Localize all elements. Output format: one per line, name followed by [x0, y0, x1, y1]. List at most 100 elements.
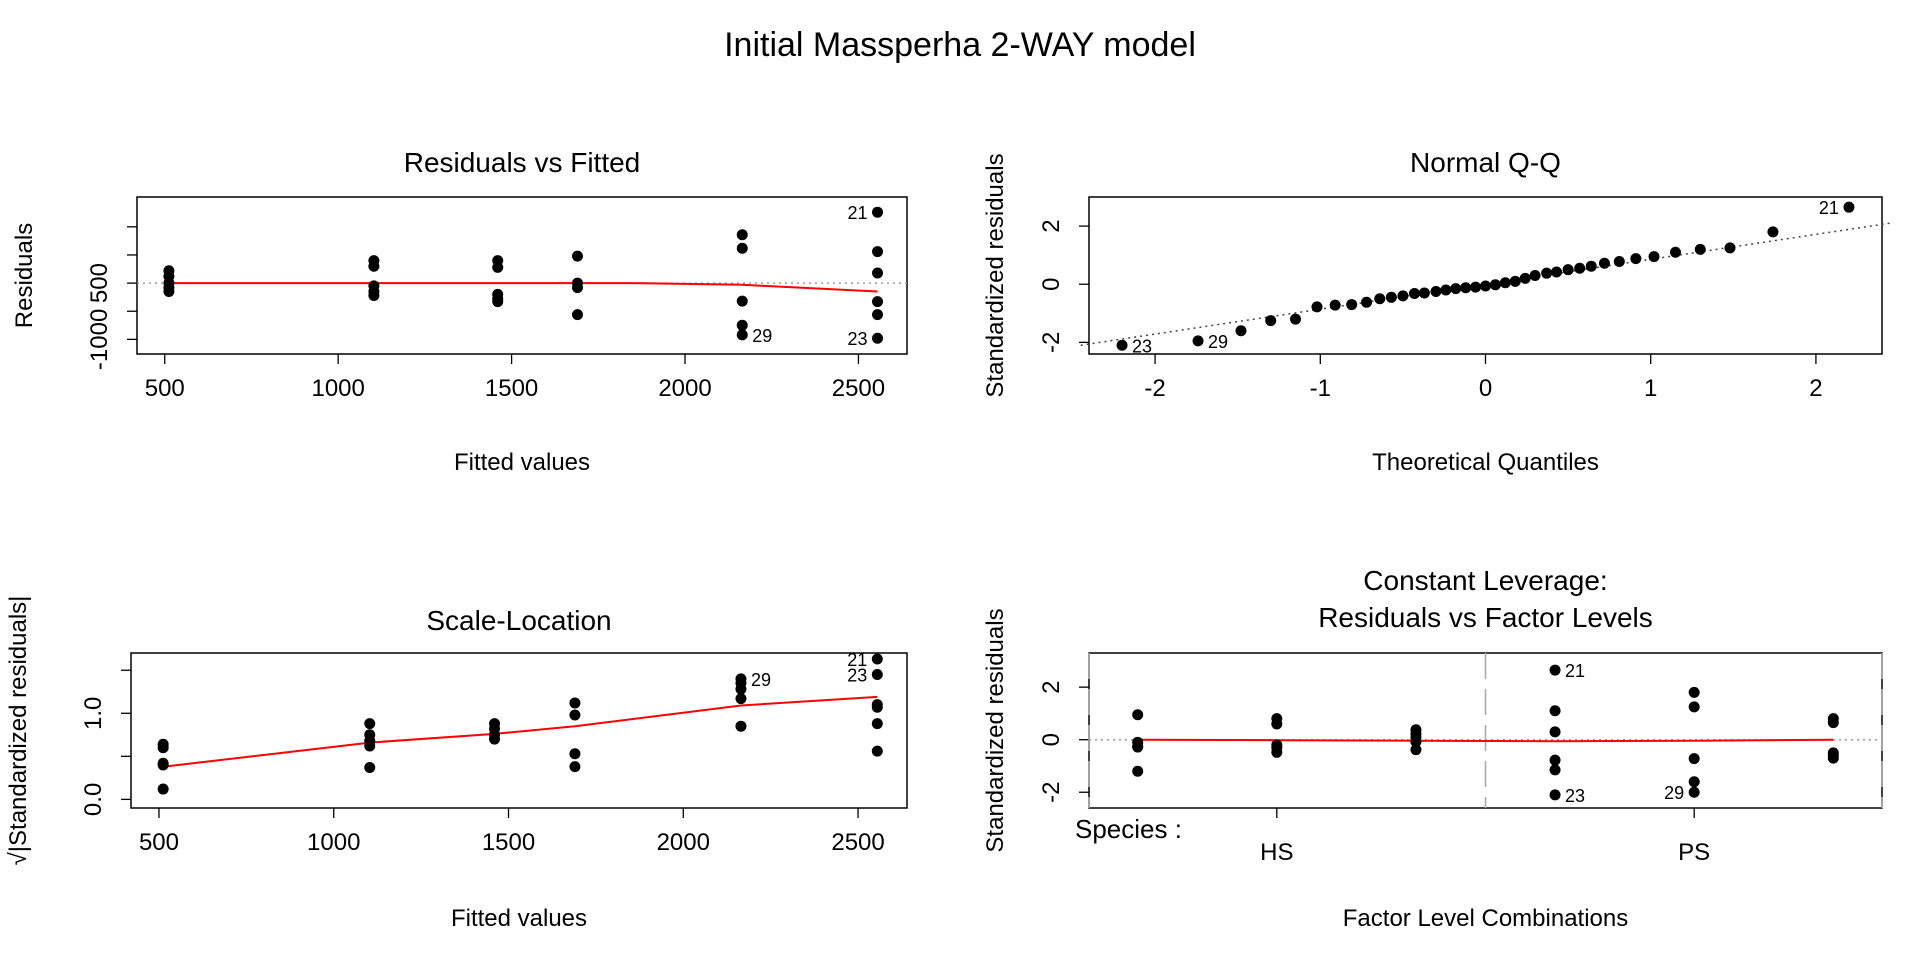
- data-point: [1598, 257, 1610, 269]
- point-label: 23: [847, 329, 867, 349]
- data-point: [1132, 741, 1144, 753]
- data-point: [1585, 260, 1597, 272]
- point-label: 21: [1565, 661, 1585, 681]
- data-point: [1529, 270, 1541, 281]
- data-point: [872, 267, 884, 279]
- data-point: [872, 332, 884, 344]
- data-point: [1549, 726, 1561, 738]
- data-point: [1235, 325, 1247, 337]
- data-point: [569, 697, 581, 709]
- data-point: [1843, 201, 1855, 213]
- data-point: [872, 309, 884, 321]
- data-point: [1132, 765, 1144, 777]
- x-tick-label: 1500: [485, 375, 538, 402]
- data-point: [1430, 285, 1442, 297]
- x-axis-label: Theoretical Quantiles: [1372, 449, 1599, 476]
- data-point: [735, 693, 747, 705]
- group-label: HS: [1260, 839, 1293, 866]
- panel-title: Scale-Location: [426, 605, 611, 636]
- panel-title: Normal Q-Q: [1410, 147, 1561, 178]
- data-point: [1688, 701, 1700, 713]
- point-label: 23: [1132, 336, 1152, 356]
- data-point: [364, 718, 376, 730]
- data-point: [1549, 789, 1561, 801]
- data-point: [1499, 277, 1511, 289]
- y-tick-label: 0.0: [80, 783, 107, 816]
- panel-2: Normal Q-Q Theoretical Quantiles Standardi…: [982, 147, 1891, 476]
- y-tick-label: 0: [1038, 278, 1065, 291]
- data-point: [1551, 266, 1563, 278]
- data-point: [1470, 281, 1482, 293]
- point-label: 21: [847, 650, 867, 670]
- data-point: [872, 296, 884, 308]
- point-label: 29: [1208, 332, 1228, 352]
- x-tick-label: 500: [139, 829, 179, 856]
- data-point: [571, 282, 583, 294]
- plot-frame: [136, 196, 908, 355]
- y-tick-label: 1.0: [80, 697, 107, 730]
- y-axis-label: Standardized residuals: [982, 153, 1009, 397]
- y-axis-label: Residuals: [11, 223, 38, 328]
- data-point: [1374, 293, 1386, 305]
- data-point: [1290, 313, 1302, 325]
- y-axis-label: √|Standardized residuals|: [5, 596, 32, 866]
- data-point: [1480, 280, 1491, 292]
- data-point: [1549, 754, 1561, 766]
- data-point: [1827, 752, 1839, 764]
- data-point: [1460, 282, 1472, 294]
- x-tick-label: 2500: [831, 829, 884, 856]
- y-tick-label: 2: [1038, 219, 1065, 232]
- data-point: [1519, 272, 1531, 284]
- data-point: [1440, 284, 1452, 296]
- x-tick-label: -2: [1144, 375, 1165, 402]
- data-point: [1410, 744, 1422, 756]
- data-point: [871, 745, 883, 757]
- data-point: [1450, 283, 1462, 295]
- data-point: [1630, 253, 1642, 265]
- panel-4: Constant Leverage: Residuals vs Factor Le…: [982, 565, 1883, 932]
- data-point: [736, 319, 748, 331]
- data-point: [157, 759, 169, 771]
- data-point: [1549, 664, 1561, 676]
- point-label: 23: [1565, 786, 1585, 806]
- data-point: [1418, 287, 1430, 299]
- data-point: [1385, 291, 1397, 303]
- data-point: [1397, 290, 1409, 302]
- x-tick-label: 2: [1809, 375, 1822, 402]
- data-point: [871, 669, 883, 681]
- data-point: [871, 653, 883, 665]
- data-point: [1688, 686, 1700, 698]
- data-point: [1694, 243, 1706, 255]
- y-tick-label: -2: [1038, 332, 1065, 353]
- panel-title: Constant Leverage:: [1363, 565, 1607, 596]
- data-point: [368, 289, 380, 301]
- plot-frame: [1088, 196, 1883, 355]
- data-point: [871, 718, 883, 730]
- data-point: [736, 229, 748, 241]
- y-tick-label: -1000: [86, 309, 113, 370]
- data-point: [569, 761, 581, 773]
- data-point: [736, 295, 748, 307]
- data-point: [1767, 226, 1779, 238]
- data-point: [571, 309, 583, 321]
- point-label: 21: [1819, 198, 1839, 218]
- data-point: [1541, 267, 1553, 279]
- data-point: [571, 250, 583, 262]
- data-point: [489, 733, 501, 745]
- data-point: [1132, 709, 1144, 721]
- y-tick-label: 2: [1038, 680, 1065, 693]
- data-point: [1410, 736, 1422, 748]
- data-point: [368, 260, 380, 272]
- smoother-line: [1137, 738, 1834, 743]
- x-tick-label: 1000: [311, 375, 364, 402]
- y-axis-label: Standardized residuals: [982, 608, 1009, 852]
- point-label: 21: [847, 203, 867, 223]
- smoother-line: [168, 282, 878, 293]
- x-axis-label: Factor Level Combinations: [1343, 905, 1628, 932]
- data-point: [1688, 753, 1700, 765]
- panel-subtitle: Residuals vs Factor Levels: [1318, 602, 1653, 633]
- x-tick-label: 500: [145, 375, 185, 402]
- y-tick-label: 0: [1038, 733, 1065, 746]
- data-point: [1361, 296, 1373, 308]
- data-point: [1265, 315, 1277, 327]
